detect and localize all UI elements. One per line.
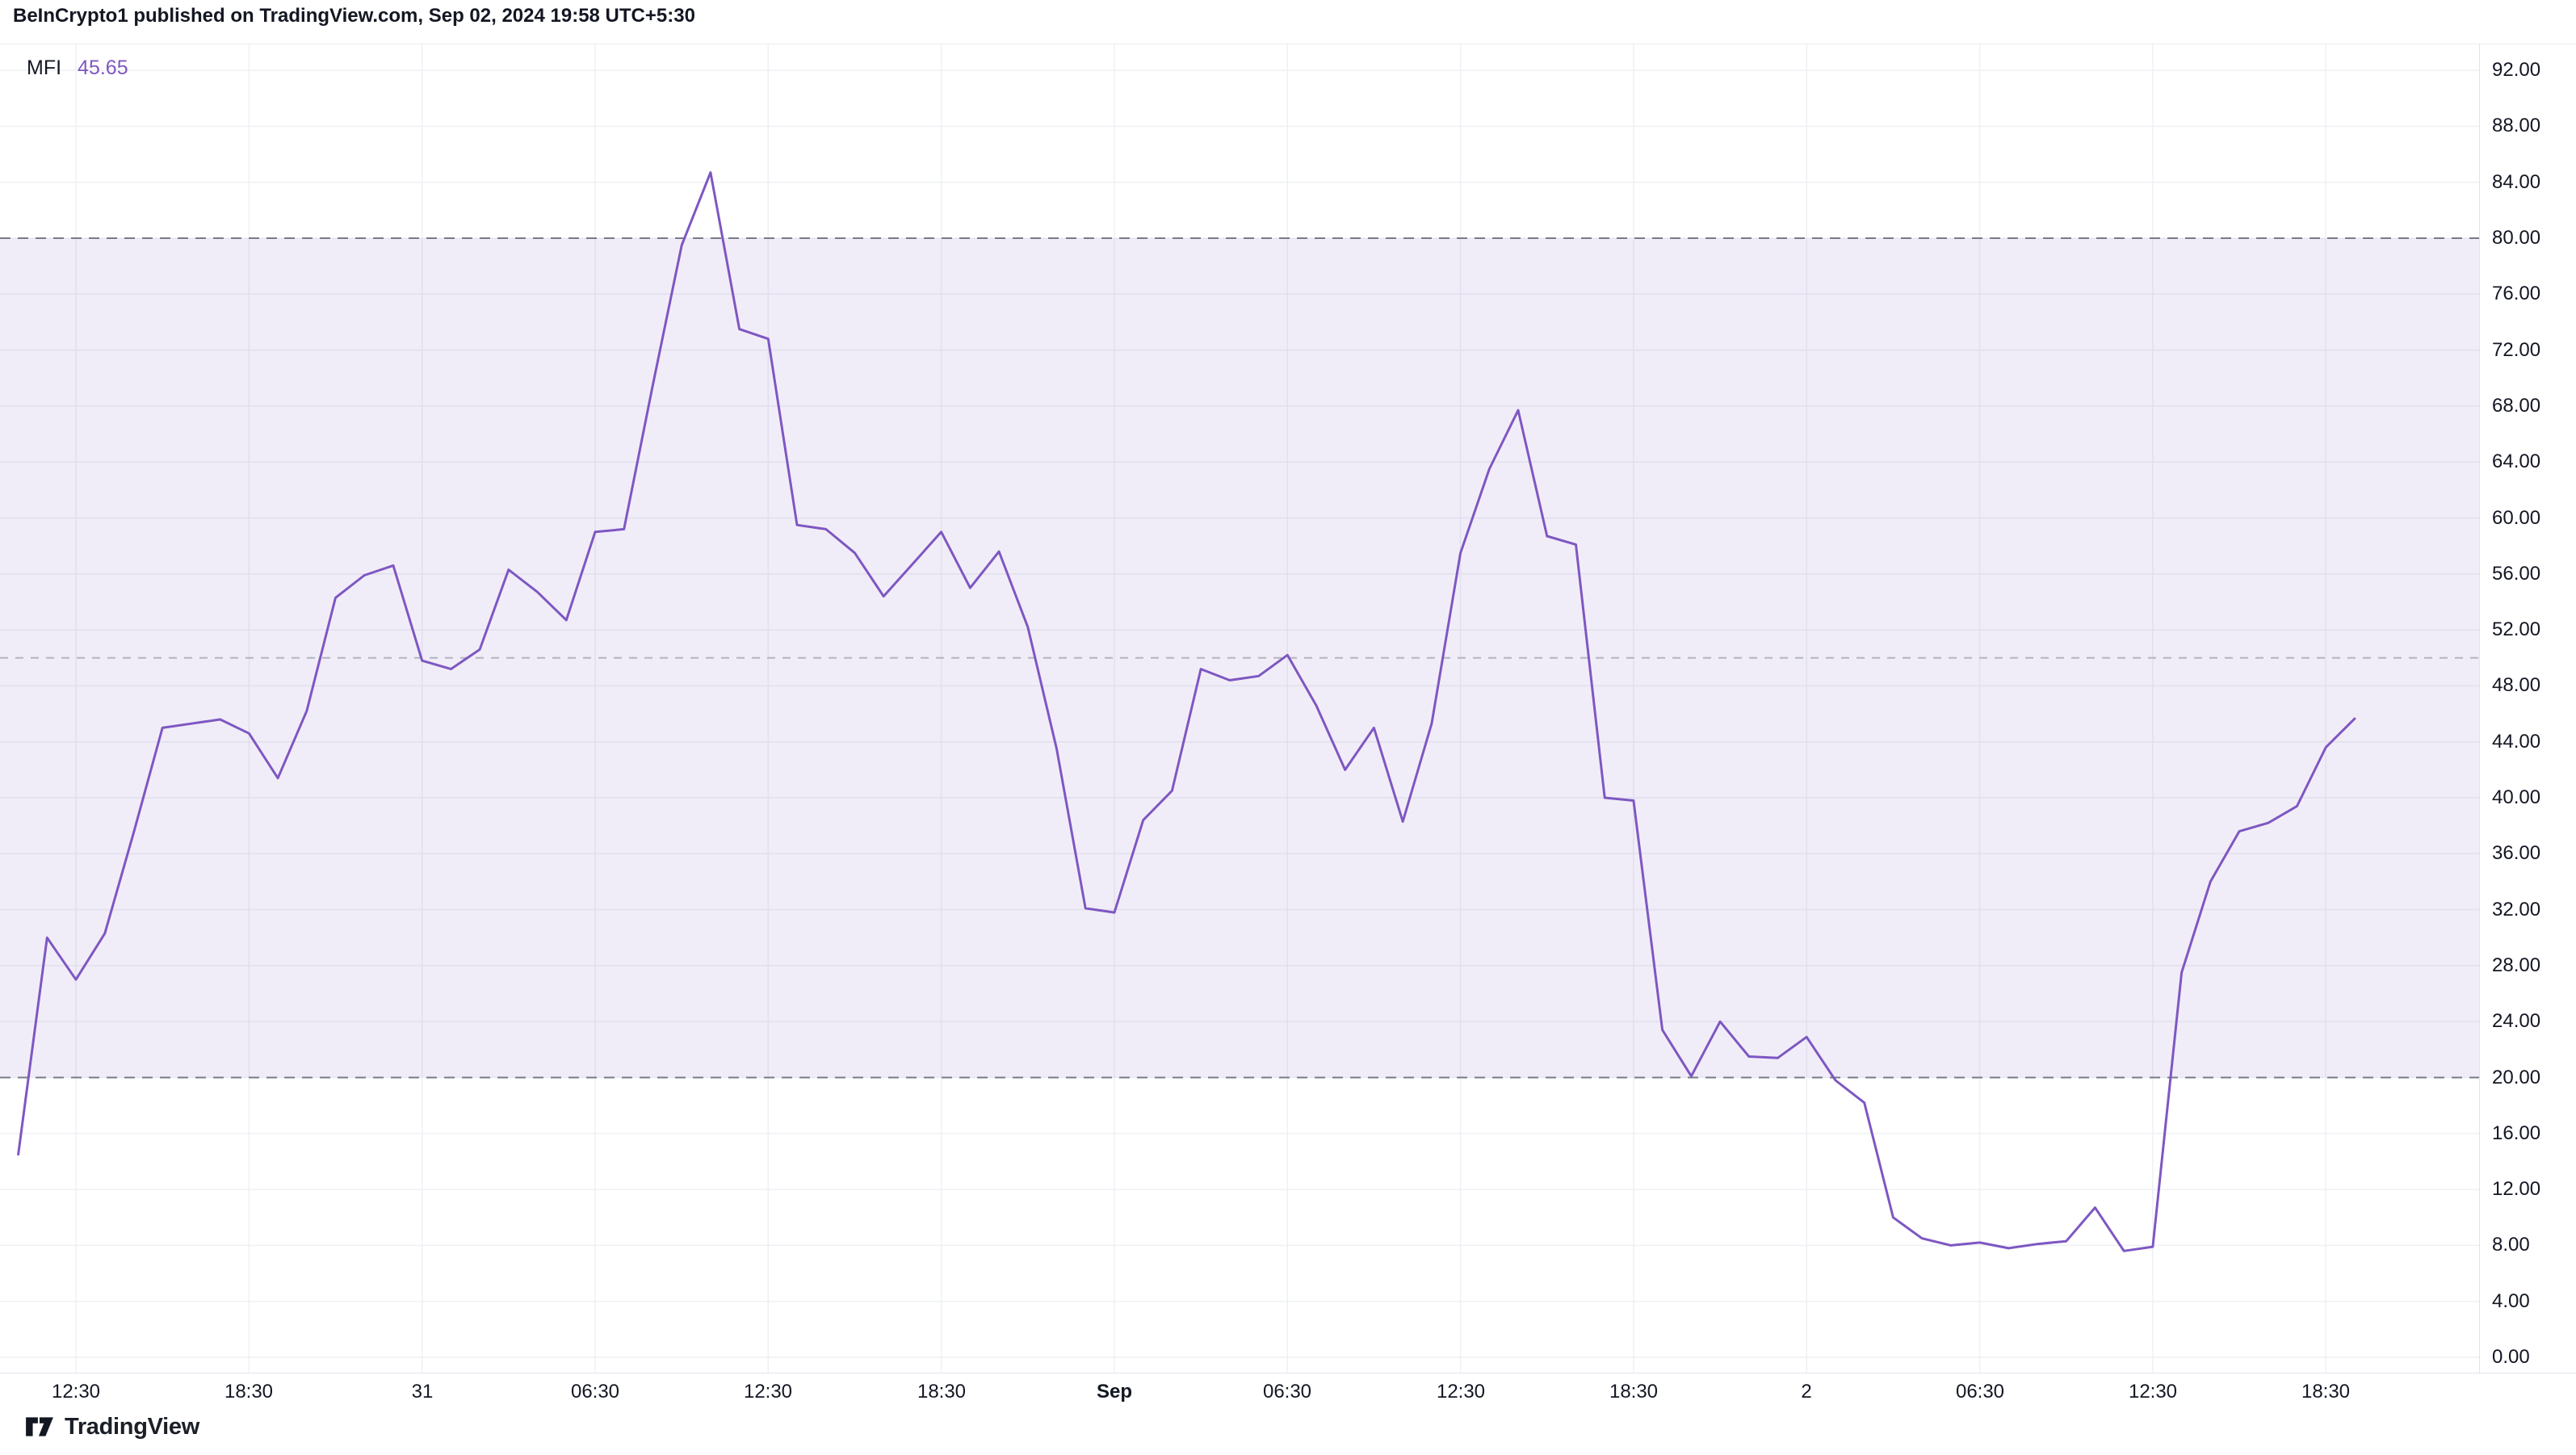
chart-pane[interactable] xyxy=(0,44,2479,1373)
mfi-plot[interactable] xyxy=(0,44,2479,1373)
y-axis-tick: 12.00 xyxy=(2492,1178,2541,1201)
x-axis-tick: 2 xyxy=(1801,1381,1812,1403)
y-axis-tick: 0.00 xyxy=(2492,1346,2530,1368)
y-axis-tick: 88.00 xyxy=(2492,115,2541,137)
y-axis-tick: 84.00 xyxy=(2492,170,2541,193)
tradingview-wordmark: TradingView xyxy=(65,1413,199,1440)
x-axis-tick: 06:30 xyxy=(1955,1381,2005,1403)
y-axis-tick: 52.00 xyxy=(2492,618,2541,641)
overbought-oversold-band xyxy=(0,238,2479,1078)
y-axis-tick: 56.00 xyxy=(2492,562,2541,585)
x-axis-tick: 06:30 xyxy=(1262,1381,1312,1403)
x-axis-tick: 12:30 xyxy=(743,1381,793,1403)
x-axis-tick: 18:30 xyxy=(917,1381,967,1403)
tradingview-logo-icon xyxy=(26,1417,53,1436)
y-axis-tick: 92.00 xyxy=(2492,59,2541,82)
y-axis-tick: 32.00 xyxy=(2492,898,2541,920)
time-axis[interactable]: 12:30 18:30 31 06:30 12:30 18:30 Sep 06:30 12:30… xyxy=(0,1373,2479,1411)
y-axis-tick: 64.00 xyxy=(2492,451,2541,473)
x-axis-tick: Sep xyxy=(1096,1381,1132,1403)
y-axis-tick: 4.00 xyxy=(2492,1289,2530,1312)
indicator-name-label: MFI xyxy=(27,57,62,79)
y-axis-tick: 44.00 xyxy=(2492,730,2541,753)
y-axis-tick: 60.00 xyxy=(2492,506,2541,529)
y-axis-tick: 76.00 xyxy=(2492,283,2541,305)
x-axis-tick: 06:30 xyxy=(570,1381,620,1403)
y-axis-tick: 68.00 xyxy=(2492,394,2541,417)
y-axis-tick: 8.00 xyxy=(2492,1234,2530,1256)
x-axis-tick: 12:30 xyxy=(2128,1381,2178,1403)
y-axis-tick: 72.00 xyxy=(2492,338,2541,361)
x-axis-tick: 12:30 xyxy=(51,1381,101,1403)
x-axis-tick: 18:30 xyxy=(224,1381,274,1403)
indicator-legend[interactable]: MFI 45.65 xyxy=(27,57,128,80)
price-axis-separator xyxy=(2479,44,2480,1373)
y-axis-tick: 24.00 xyxy=(2492,1010,2541,1033)
y-axis-tick: 28.00 xyxy=(2492,954,2541,976)
y-axis-tick: 36.00 xyxy=(2492,842,2541,865)
indicator-value-label: 45.65 xyxy=(78,57,128,79)
x-axis-tick: 31 xyxy=(411,1381,434,1403)
mfi-line xyxy=(17,171,2356,1252)
y-axis-tick: 80.00 xyxy=(2492,227,2541,249)
y-axis-tick: 16.00 xyxy=(2492,1122,2541,1144)
tradingview-footer[interactable]: TradingView xyxy=(24,1411,199,1442)
chart-attribution: BeInCrypto1 published on TradingView.com… xyxy=(13,5,695,27)
y-axis-tick: 48.00 xyxy=(2492,674,2541,697)
y-axis-tick: 40.00 xyxy=(2492,786,2541,808)
x-axis-tick: 18:30 xyxy=(1609,1381,1659,1403)
price-axis[interactable]: 92.00 88.00 84.00 80.00 76.00 72.00 68.00 64.00… xyxy=(2479,44,2576,1373)
y-axis-tick: 20.00 xyxy=(2492,1066,2541,1088)
x-axis-tick: 18:30 xyxy=(2301,1381,2351,1403)
x-axis-tick: 12:30 xyxy=(1436,1381,1486,1403)
